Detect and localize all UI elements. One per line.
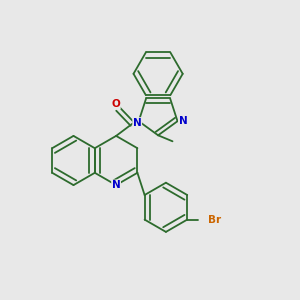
Text: O: O bbox=[111, 99, 120, 109]
Text: Br: Br bbox=[208, 214, 221, 225]
Text: N: N bbox=[178, 116, 187, 126]
Text: N: N bbox=[112, 180, 121, 190]
Text: N: N bbox=[133, 118, 142, 128]
